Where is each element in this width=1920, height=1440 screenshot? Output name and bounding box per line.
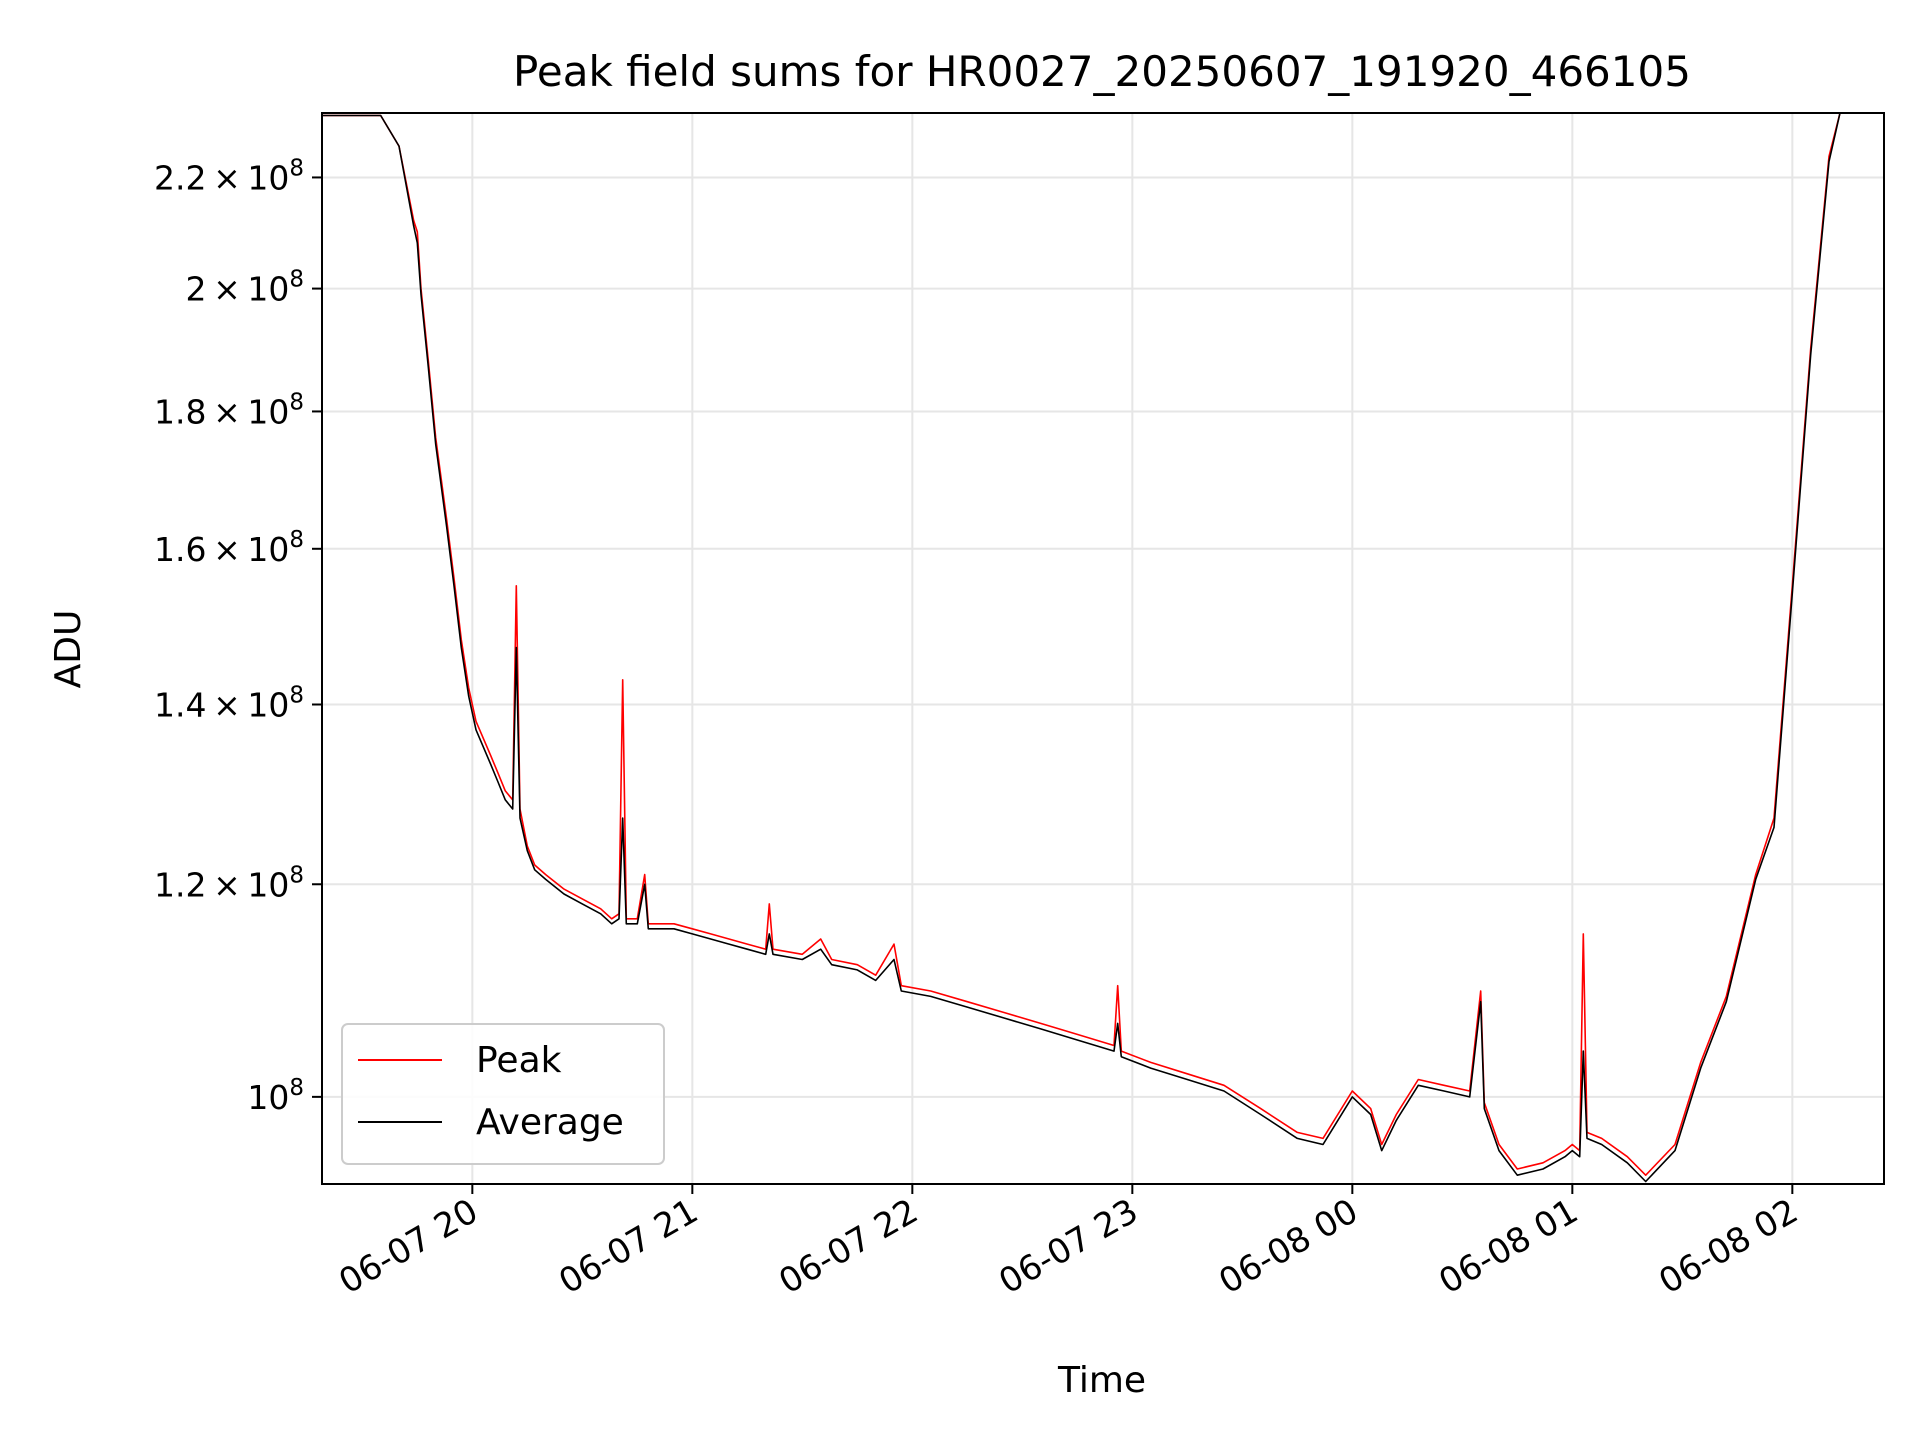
y-tick-label: 1.4 × 108 (154, 683, 304, 725)
plot-area-frame (321, 112, 1885, 1185)
y-tick-label: 1.6 × 108 (154, 527, 304, 569)
y-tick-label: 2 × 108 (186, 267, 304, 309)
x-axis-label: Time (1057, 1360, 1146, 1401)
y-tick-label: 1.8 × 108 (154, 389, 304, 431)
y-tick-label: 1.2 × 108 (154, 862, 304, 904)
y-tick-label: 2.2 × 108 (154, 155, 304, 197)
series-line-peak (322, 113, 1841, 1176)
y-axis-label: ADU (48, 610, 89, 689)
legend-label-average: Average (476, 1102, 624, 1143)
chart-title: Peak field sums for HR0027_20250607_1919… (513, 47, 1691, 96)
y-axis: 2.2 × 108 2 × 108 1.8 × 108 1.6 × 108 1.4 × … (154, 155, 322, 1117)
legend-label-peak: Peak (476, 1040, 562, 1081)
y-tick-label: 108 (247, 1075, 304, 1117)
series-line-average (322, 113, 1841, 1183)
series-layer (322, 113, 1841, 1183)
legend: Peak Average (341, 1023, 665, 1165)
grid-lines (322, 113, 1884, 1184)
